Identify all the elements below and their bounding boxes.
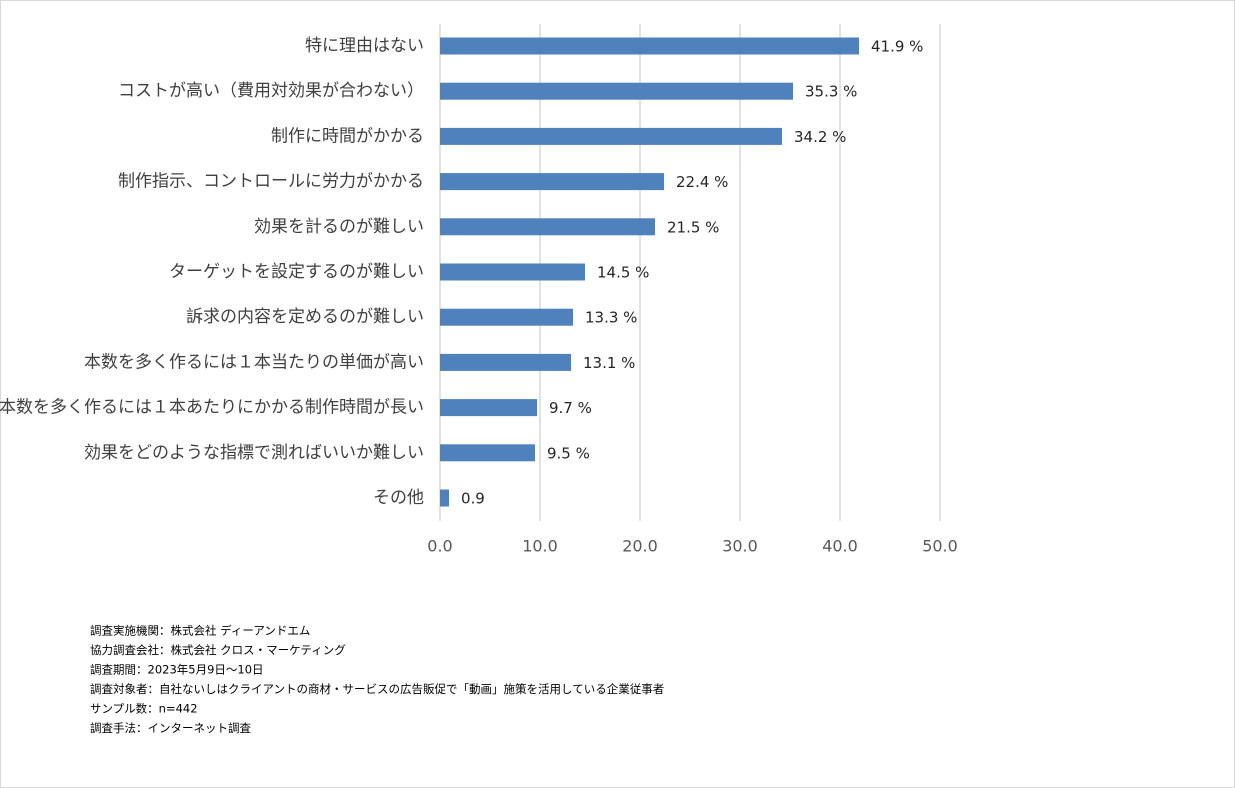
bar — [440, 37, 859, 55]
category-label: その他 — [373, 488, 424, 508]
category-label: 効果を計るのが難しい — [254, 217, 424, 237]
value-label: 13.3 % — [585, 309, 637, 327]
bar — [440, 127, 782, 145]
category-label: ターゲットを設定するのが難しい — [169, 262, 424, 282]
bar — [440, 353, 571, 371]
value-label: 9.7 % — [549, 399, 592, 417]
value-label: 14.5 % — [597, 264, 649, 282]
value-label: 22.4 % — [676, 173, 728, 191]
footnote: サンプル数：n=442 — [90, 702, 198, 716]
category-label: 特に理由はない — [305, 36, 424, 56]
x-tick-label: 30.0 — [722, 537, 758, 556]
category-label: 制作に時間がかかる — [271, 126, 424, 146]
category-label: 本数を多く作るには１本あたりにかかる制作時間が長い — [0, 398, 424, 418]
bar — [440, 399, 537, 417]
category-label: 制作指示、コントロールに労力がかかる — [118, 172, 424, 192]
value-label: 41.9 % — [871, 38, 923, 56]
value-label: 13.1 % — [583, 354, 635, 372]
bar — [440, 444, 535, 462]
bar — [440, 218, 655, 236]
value-label: 34.2 % — [794, 128, 846, 146]
footnote: 協力調査会社：株式会社 クロス・マーケティング — [90, 643, 346, 657]
value-label: 21.5 % — [667, 218, 719, 236]
x-tick-label: 0.0 — [427, 537, 452, 556]
value-label: 9.5 % — [547, 444, 590, 462]
x-tick-label: 40.0 — [822, 537, 858, 556]
footnote: 調査手法：インターネット調査 — [90, 721, 251, 735]
category-label: 本数を多く作るには１本当たりの単価が高い — [84, 352, 424, 372]
footnote: 調査期間：2023年5月9日～10日 — [90, 663, 264, 677]
bar — [440, 82, 793, 100]
bar — [440, 263, 585, 281]
bar — [440, 173, 664, 191]
x-tick-label: 10.0 — [522, 537, 558, 556]
value-label: 0.9 — [461, 490, 485, 508]
x-tick-label: 20.0 — [622, 537, 658, 556]
footnote: 調査対象者：自社ないしはクライアントの商材・サービスの広告販促で「動画」施策を活… — [90, 682, 664, 696]
category-label: 訴求の内容を定めるのが難しい — [186, 307, 424, 327]
x-tick-label: 50.0 — [922, 537, 958, 556]
category-label: コストが高い（費用対効果が合わない） — [118, 81, 424, 101]
bar — [440, 308, 573, 326]
value-label: 35.3 % — [805, 83, 857, 101]
bar — [440, 489, 449, 507]
footnote: 調査実施機関：株式会社 ディーアンドエム — [90, 624, 310, 638]
category-label: 効果をどのような指標で測ればいいか難しい — [84, 443, 424, 463]
